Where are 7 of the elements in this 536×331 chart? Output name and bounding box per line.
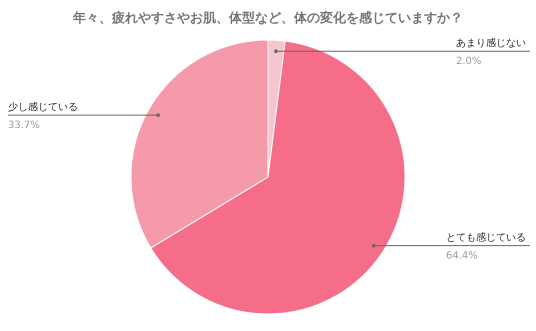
slice-label: あまり感じない bbox=[456, 37, 526, 50]
slice-label: 少し感じている bbox=[8, 101, 78, 114]
chart-title: 年々、疲れやすさやお肌、体型など、体の変化を感じていますか？ bbox=[72, 10, 463, 26]
slice-label: とても感じている bbox=[446, 232, 526, 244]
data-label: 33.7% bbox=[8, 120, 40, 132]
data-label: 64.4% bbox=[446, 250, 478, 262]
data-label: 2.0% bbox=[456, 56, 482, 68]
